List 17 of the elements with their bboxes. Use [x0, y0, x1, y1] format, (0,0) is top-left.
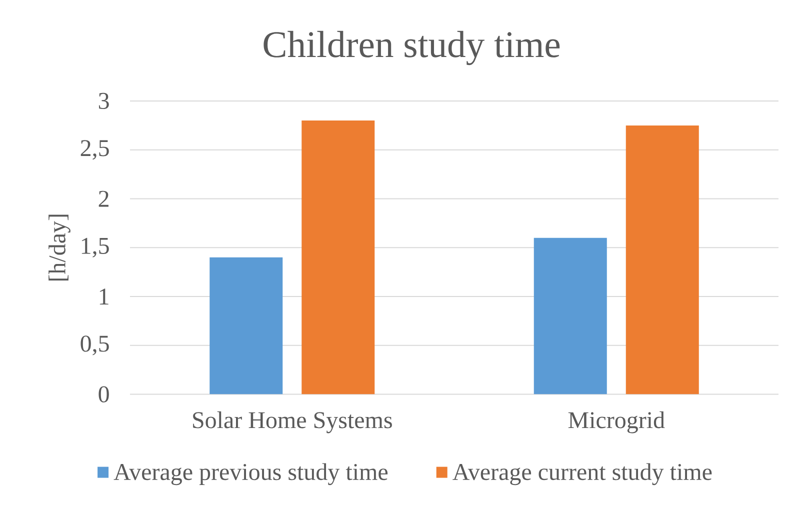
y-tick-label: 0 [98, 386, 109, 402]
y-tick-label: 1,5 [82, 238, 109, 258]
bar [302, 120, 375, 394]
y-tick-label: 1 [100, 288, 108, 304]
bar [534, 238, 607, 394]
bar [210, 257, 283, 394]
y-tick-label: 0,5 [80, 336, 109, 356]
x-tick-label: Microgrid [568, 411, 665, 434]
y-tick-label: 2 [98, 190, 108, 207]
y-tick-label: 2,5 [80, 140, 109, 160]
x-tick-label: Solar Home Systems [193, 411, 392, 434]
y-axis-title: [h/day] [48, 214, 70, 281]
legend-label: Average previous study time [114, 463, 388, 486]
bar [626, 125, 699, 394]
legend-label: Average current study time [452, 463, 712, 486]
y-tick-label: 3 [98, 92, 109, 110]
chart-title: Children study time [264, 30, 560, 66]
